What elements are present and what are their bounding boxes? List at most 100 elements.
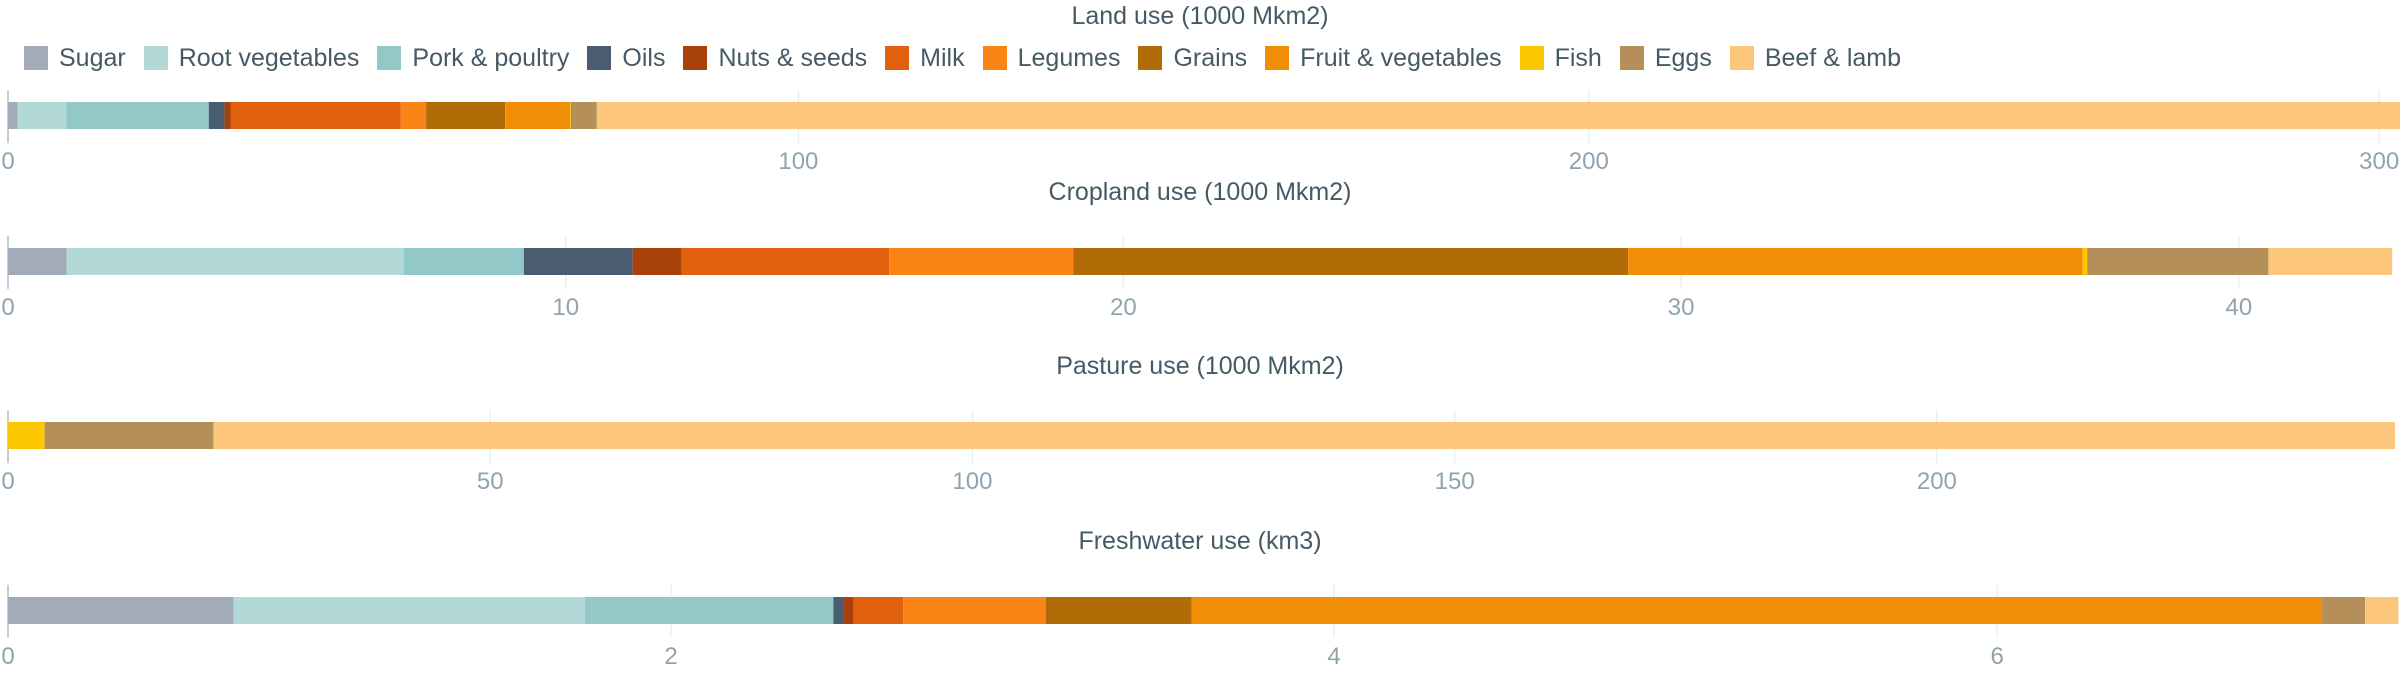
bar-segment-fish[interactable] [569,102,571,129]
tick-label: 4 [1327,643,1340,670]
panel-title: Freshwater use (km3) [1078,527,1321,555]
bar-segment-nuts-and-seeds[interactable] [632,248,682,275]
bar-segment-fish[interactable] [2082,248,2088,275]
tick-label: 40 [2225,294,2252,321]
panel-pasture-use-1000-mkm2: Pasture use (1000 Mkm2) 0 50 100 150 200 [1,352,2395,495]
bar-segment-legumes[interactable] [903,597,1046,624]
bar-segment-legumes[interactable] [889,248,1074,275]
legend-swatch [1265,46,1290,70]
bar-segment-eggs[interactable] [2322,597,2366,624]
bar-segment-pork-and-poultry[interactable] [403,248,524,275]
tick-label: 200 [1917,468,1957,495]
legend-item-legumes[interactable]: Legumes [982,43,1121,73]
tick-label: 150 [1435,468,1475,495]
tick-label: 0 [1,148,14,175]
tick-label: 0 [1,643,14,670]
legend-label: Fish [1554,43,1602,72]
legend-swatch [1138,46,1163,70]
bar-segment-root-vegetables[interactable] [17,102,67,129]
bar-segment-beef-and-lamb[interactable] [596,102,2400,129]
bar-segment-milk[interactable] [230,102,401,129]
tick-label: 2 [664,643,677,670]
legend-label: Oils [622,43,666,72]
legend-item-milk[interactable]: Milk [885,43,965,73]
bar-segment-beef-and-lamb[interactable] [2365,597,2399,624]
bar-segment-grains[interactable] [1073,248,1629,275]
legend-swatch [1619,46,1644,70]
tick-label: 50 [477,468,504,495]
bar-segment-grains[interactable] [426,102,506,129]
legend-item-root-vegetables[interactable]: Root vegetables [143,43,360,73]
panel-land-use-1000-mkm2: 0 100 200 300 [1,90,2400,175]
bar-segment-eggs[interactable] [570,102,597,129]
bar-segment-eggs[interactable] [2087,248,2269,275]
panel-freshwater-use-km3: Freshwater use (km3) 0 2 4 6 [1,527,2399,670]
bar-segment-beef-and-lamb[interactable] [2268,248,2393,275]
legend-label: Root vegetables [178,43,360,72]
chart-legend: Sugar Root vegetables Pork & poultry Oils Nu… [24,42,1919,74]
bar-segment-fruit-and-vegetables[interactable] [1191,597,2323,624]
legend-label: Milk [920,43,965,72]
main-title: Land use (1000 Mkm2) [1071,2,1329,30]
tick-label: 100 [952,468,992,495]
legend-item-sugar[interactable]: Sugar [24,44,126,73]
bar-segment-nuts-and-seeds[interactable] [224,102,231,129]
legend-label: Fruit & vegetables [1300,43,1502,72]
tick-label: 30 [1668,294,1695,321]
legend-item-grains[interactable]: Grains [1138,44,1247,73]
tick-label: 20 [1110,294,1137,321]
legend-swatch [1729,46,1754,70]
legend-item-eggs[interactable]: Eggs [1619,43,1712,73]
panel-title: Pasture use (1000 Mkm2) [1056,352,1344,380]
bar-segment-oils[interactable] [523,248,633,275]
legend-swatch [885,46,910,70]
tick-label: 0 [1,468,14,495]
bar-segment-fruit-and-vegetables[interactable] [505,102,570,129]
bar-segment-milk[interactable] [853,597,904,624]
tick-label: 10 [552,294,579,321]
bar-segment-pork-and-poultry[interactable] [66,102,209,129]
legend-swatch [587,46,612,70]
tick-label: 100 [778,148,818,175]
bar-segment-sugar[interactable] [8,248,67,275]
tick-label: 300 [2359,148,2399,175]
bar-segment-nuts-and-seeds[interactable] [843,597,854,624]
bar-segment-oils[interactable] [833,597,844,624]
legend-label: Sugar [59,43,126,72]
legend-item-fish[interactable]: Fish [1519,43,1602,73]
panel-title: Cropland use (1000 Mkm2) [1049,178,1352,206]
bar-segment-oils[interactable] [208,102,225,129]
legend-label: Eggs [1654,43,1712,72]
bar-segment-sugar[interactable] [8,597,234,624]
legend-item-pork-and-poultry[interactable]: Pork & poultry [377,44,569,73]
bar-segment-milk[interactable] [681,248,890,275]
legend-swatch [377,46,402,70]
legend-item-beef-and-lamb[interactable]: Beef & lamb [1729,43,1902,73]
legend-label: Beef & lamb [1764,43,1902,72]
legend-swatch [1519,46,1544,70]
legend-label: Nuts & seeds [718,43,868,72]
tick-label: 0 [1,294,14,321]
legend-label: Pork & poultry [412,43,570,72]
legend-item-fruit-and-vegetables[interactable]: Fruit & vegetables [1265,44,1502,73]
tick-label: 6 [1990,643,2003,670]
legend-label: Legumes [1017,43,1121,72]
bar-segment-grains[interactable] [1045,597,1192,624]
legend-item-nuts-and-seeds[interactable]: Nuts & seeds [683,44,867,73]
bar-segment-fruit-and-vegetables[interactable] [1628,248,2083,275]
bar-segment-pork-and-poultry[interactable] [584,597,834,624]
legend-item-oils[interactable]: Oils [587,44,665,73]
legend-swatch [24,46,48,70]
tick-label: 200 [1569,148,1609,175]
legend-label: Grains [1173,43,1248,72]
bar-segment-legumes[interactable] [400,102,427,129]
bar-segment-fish[interactable] [8,422,45,449]
bar-segment-beef-and-lamb[interactable] [213,422,2395,449]
panel-cropland-use-1000-mkm2: Cropland use (1000 Mkm2) 0 10 20 30 40 [1,178,2393,321]
bar-segment-root-vegetables[interactable] [66,248,404,275]
bar-segment-sugar[interactable] [8,102,18,129]
legend-swatch [683,46,708,70]
bar-segment-eggs[interactable] [44,422,214,449]
bar-segment-root-vegetables[interactable] [233,597,585,624]
